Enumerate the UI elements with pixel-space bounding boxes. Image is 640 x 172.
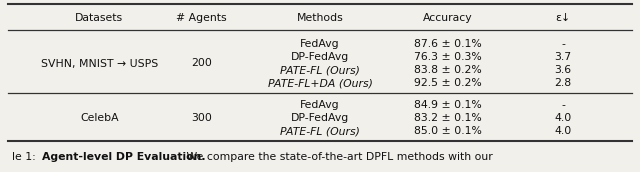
Text: le 1:: le 1: bbox=[12, 152, 39, 162]
Text: PATE-FL+DA (Ours): PATE-FL+DA (Ours) bbox=[268, 78, 372, 88]
Text: # Agents: # Agents bbox=[176, 13, 227, 23]
Text: ε↓: ε↓ bbox=[556, 13, 571, 23]
Text: 3.7: 3.7 bbox=[555, 52, 572, 62]
Text: 200: 200 bbox=[191, 58, 212, 68]
Text: FedAvg: FedAvg bbox=[300, 39, 340, 49]
Text: 3.6: 3.6 bbox=[555, 65, 572, 75]
Text: 300: 300 bbox=[191, 113, 212, 123]
Text: CelebA: CelebA bbox=[80, 113, 118, 123]
Text: 2.8: 2.8 bbox=[555, 78, 572, 88]
Text: Agent-level DP Evaluation.: Agent-level DP Evaluation. bbox=[42, 152, 205, 162]
Text: 83.2 ± 0.1%: 83.2 ± 0.1% bbox=[414, 113, 482, 123]
Text: Accuracy: Accuracy bbox=[423, 13, 473, 23]
Text: FedAvg: FedAvg bbox=[300, 100, 340, 110]
Text: PATE-FL (Ours): PATE-FL (Ours) bbox=[280, 65, 360, 75]
Text: DP-FedAvg: DP-FedAvg bbox=[291, 52, 349, 62]
Text: SVHN, MNIST → USPS: SVHN, MNIST → USPS bbox=[40, 58, 158, 68]
Text: 87.6 ± 0.1%: 87.6 ± 0.1% bbox=[414, 39, 482, 49]
Text: 83.8 ± 0.2%: 83.8 ± 0.2% bbox=[414, 65, 482, 75]
Text: 92.5 ± 0.2%: 92.5 ± 0.2% bbox=[414, 78, 482, 88]
Text: 4.0: 4.0 bbox=[555, 113, 572, 123]
Text: 85.0 ± 0.1%: 85.0 ± 0.1% bbox=[414, 126, 482, 136]
Text: 4.0: 4.0 bbox=[555, 126, 572, 136]
Text: Methods: Methods bbox=[296, 13, 344, 23]
Text: Datasets: Datasets bbox=[75, 13, 124, 23]
Text: 84.9 ± 0.1%: 84.9 ± 0.1% bbox=[414, 100, 482, 110]
Text: PATE-FL (Ours): PATE-FL (Ours) bbox=[280, 126, 360, 136]
Text: DP-FedAvg: DP-FedAvg bbox=[291, 113, 349, 123]
Text: We compare the state-of-the-art DPFL methods with our: We compare the state-of-the-art DPFL met… bbox=[183, 152, 493, 162]
Text: -: - bbox=[561, 39, 565, 49]
Text: -: - bbox=[561, 100, 565, 110]
Text: 76.3 ± 0.3%: 76.3 ± 0.3% bbox=[414, 52, 482, 62]
